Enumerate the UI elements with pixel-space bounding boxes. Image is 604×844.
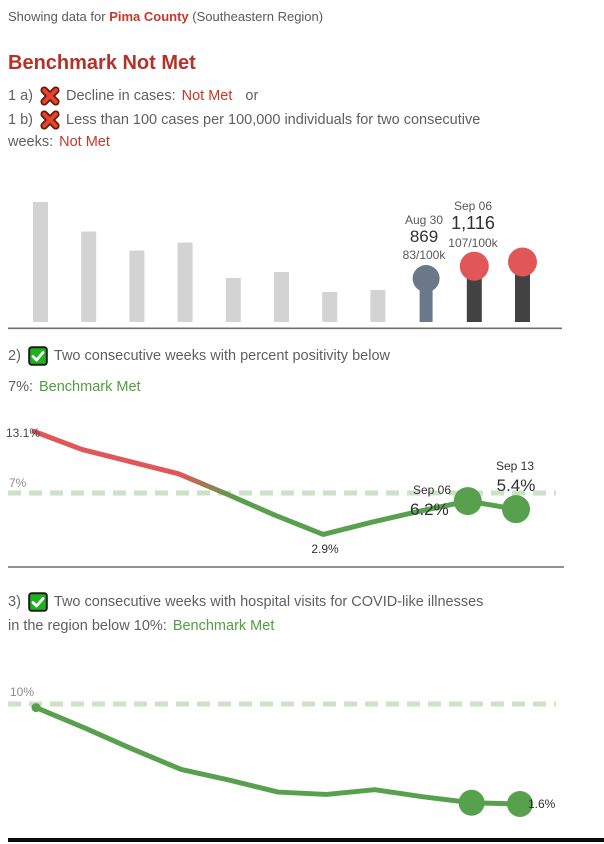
criterion-2-line2: 7%: Benchmark Met [8, 379, 141, 395]
criterion-1b-line2: weeks: Not Met [8, 134, 110, 150]
showing-data-line: Showing data for Pima County (Southeaste… [8, 9, 323, 24]
benchmark-status-title: Benchmark Not Met [8, 52, 196, 74]
criterion-1a-number: 1 a) [8, 88, 33, 104]
criterion-1b-line1: 1 b) Less than 100 cases per 100,000 ind… [8, 110, 480, 130]
positivity-start-label: 13.1% [6, 426, 41, 440]
hospital-threshold-label: 10% [10, 685, 35, 699]
criterion-3-text2: in the region below 10%: [8, 618, 167, 634]
criterion-2-line1: 2) Two consecutive weeks with percent po… [8, 346, 390, 366]
positivity-threshold-label: 7% [9, 476, 27, 490]
criterion-1a-or: or [245, 88, 259, 104]
positivity-sep06-date: Sep 06 [412, 483, 452, 497]
criterion-1b-status: Not Met [59, 134, 110, 150]
county-name: Pima County [109, 9, 189, 24]
criterion-3-status: Benchmark Met [172, 618, 275, 634]
criterion-3-line1: 3) Two consecutive weeks with hospital v… [8, 592, 483, 612]
showing-data-prefix: Showing data for [8, 9, 106, 24]
cross-icon [40, 110, 60, 130]
check-icon [28, 592, 48, 612]
criterion-2-status: Benchmark Met [39, 379, 141, 395]
positivity-sep13-value: 5.4% [496, 476, 536, 495]
positivity-sep06-value: 6.2% [410, 500, 449, 519]
criterion-3-line2: in the region below 10%: Benchmark Met [8, 618, 274, 634]
criterion-2-number: 2) [8, 348, 21, 364]
bottom-divider [8, 838, 604, 842]
criterion-1b-text2: weeks: [8, 134, 54, 150]
criterion-2-text2: 7%: [8, 379, 33, 395]
criterion-1a-status: Not Met [181, 88, 233, 104]
bar-sep06-count: 1,116 [451, 213, 495, 233]
positivity-low-label: 2.9% [311, 542, 339, 556]
cross-icon [40, 86, 60, 106]
criterion-1a: 1 a) Decline in cases: Not Met or [8, 86, 258, 106]
bar-sep06-date: Sep 06 [453, 199, 493, 213]
hospital-last-label: 1.6% [528, 797, 556, 811]
criterion-3-number: 3) [8, 594, 21, 610]
region-name: (Southeastern Region) [192, 9, 324, 24]
criterion-2-text: Two consecutive weeks with percent posit… [53, 348, 390, 364]
criterion-3-text: Two consecutive weeks with hospital visi… [53, 594, 484, 610]
bar-aug30-date: Aug 30 [404, 213, 444, 227]
criterion-1a-text: Decline in cases: [66, 88, 176, 104]
positivity-sep13-date: Sep 13 [495, 459, 535, 473]
criterion-1b-text: Less than 100 cases per 100,000 individu… [66, 112, 481, 128]
check-icon [28, 346, 48, 366]
bar-aug30-count: 869 [409, 227, 439, 246]
bar-aug30-rate: 83/100k [402, 248, 446, 262]
criterion-1b-number: 1 b) [8, 112, 33, 128]
bar-sep06-rate: 107/100k [448, 236, 498, 250]
